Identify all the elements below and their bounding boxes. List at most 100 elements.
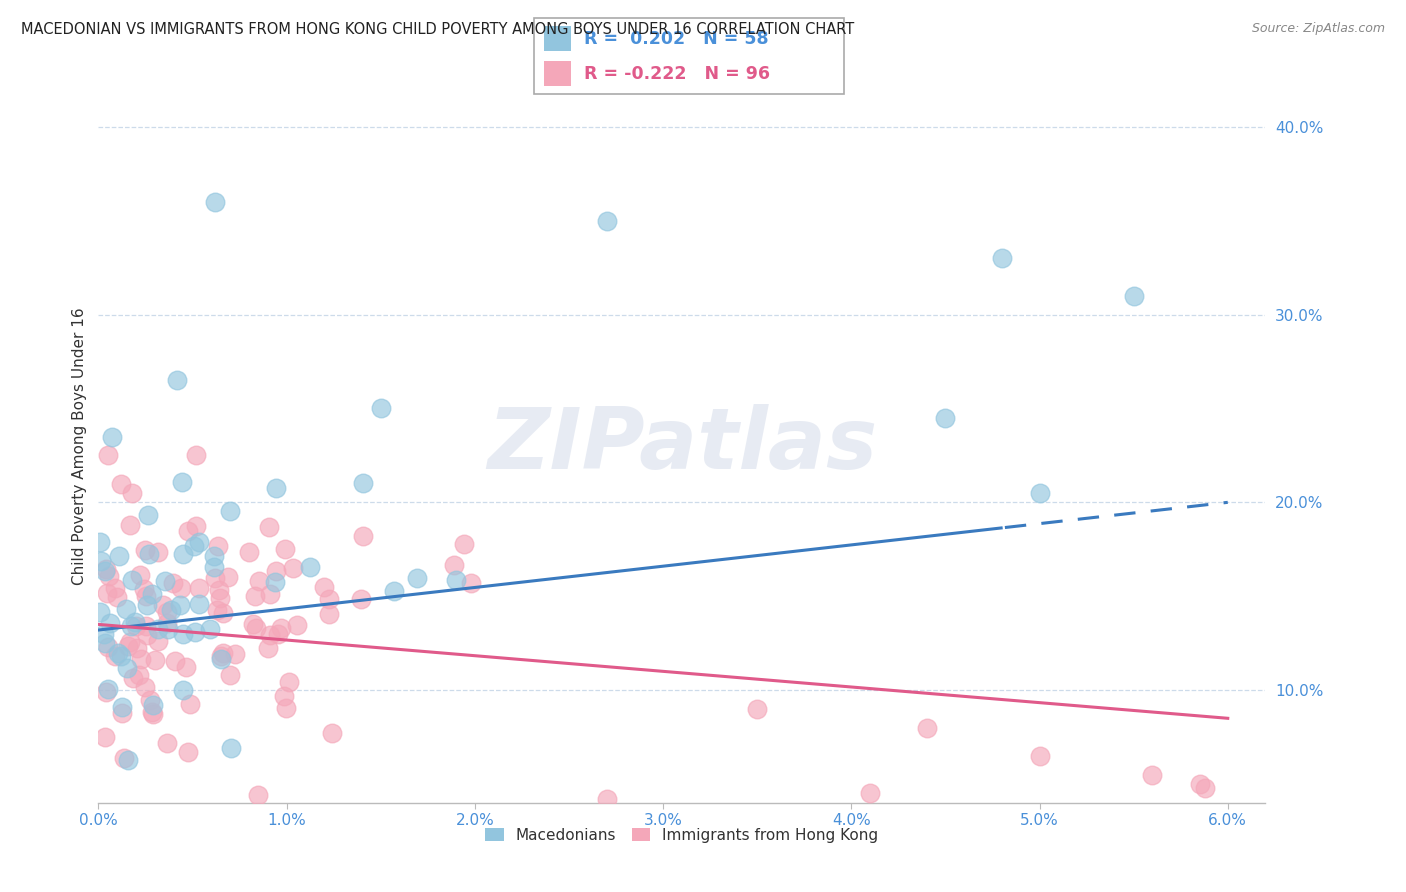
Point [444,574,467,588]
Point [460,575,482,590]
Point [405,571,427,585]
Point [184,519,207,533]
Point [247,574,270,589]
Point [170,581,193,595]
FancyBboxPatch shape [534,18,844,94]
Point [131,652,153,666]
Point [105,591,128,605]
Point [212,646,235,660]
Point [153,574,176,589]
Point [205,603,228,617]
Point [934,410,956,425]
Point [124,615,146,629]
Point [125,618,148,632]
Point [129,567,152,582]
Point [318,607,340,621]
Point [321,726,343,740]
Point [915,721,938,735]
Point [991,251,1014,265]
Point [207,539,229,553]
Point [89,535,111,549]
Bar [544,61,571,87]
Point [112,751,135,765]
Point [141,705,163,719]
Point [209,649,232,664]
Point [110,476,132,491]
Point [104,648,127,663]
Point [177,524,200,538]
Point [202,549,225,563]
Point [285,618,308,632]
Point [172,682,194,697]
Point [264,481,287,495]
Point [97,569,120,583]
Point [184,625,207,640]
Point [117,753,139,767]
Point [134,680,156,694]
Point [94,731,117,745]
Point [169,598,191,612]
Point [166,373,188,387]
Point [219,667,242,681]
Point [104,581,127,595]
Point [382,584,405,599]
Point [204,194,226,209]
Point [188,581,211,595]
Point [217,570,239,584]
Point [224,647,246,661]
Point [128,668,150,682]
Point [134,582,156,596]
Point [94,564,117,578]
Point [595,792,617,806]
Point [218,504,240,518]
Point [120,619,142,633]
Point [94,685,117,699]
Point [96,586,118,600]
Point [747,702,769,716]
Point [267,626,290,640]
Point [183,539,205,553]
Text: ZIPatlas: ZIPatlas [486,404,877,488]
Point [107,646,129,660]
Point [208,591,231,605]
Text: MACEDONIAN VS IMMIGRANTS FROM HONG KONG CHILD POVERTY AMONG BOYS UNDER 16 CORREL: MACEDONIAN VS IMMIGRANTS FROM HONG KONG … [21,22,855,37]
Point [97,682,120,697]
Text: R = -0.222   N = 96: R = -0.222 N = 96 [583,65,769,83]
Point [97,449,120,463]
Point [266,564,288,578]
Point [274,542,297,557]
Point [204,571,226,585]
Point [174,660,197,674]
Point [202,560,225,574]
Point [121,486,143,500]
Point [283,561,305,575]
Point [595,213,617,227]
Text: R =  0.202   N = 58: R = 0.202 N = 58 [583,30,769,48]
Point [187,535,209,549]
Point [125,641,148,656]
Bar [544,26,571,51]
Point [93,627,115,641]
Point [146,622,169,636]
Point [172,547,194,561]
Point [443,558,465,573]
Point [111,706,134,720]
Point [152,598,174,612]
Point [172,627,194,641]
Point [156,622,179,636]
Point [141,587,163,601]
Point [453,537,475,551]
Y-axis label: Child Poverty Among Boys Under 16: Child Poverty Among Boys Under 16 [72,307,87,585]
Point [89,605,111,619]
Point [138,547,160,561]
Point [212,607,235,621]
Point [1028,748,1050,763]
Point [101,430,124,444]
Point [100,616,122,631]
Point [1194,780,1216,795]
Point [352,529,374,543]
Point [156,605,179,619]
Point [110,648,132,663]
Point [245,589,267,603]
Point [121,573,143,587]
